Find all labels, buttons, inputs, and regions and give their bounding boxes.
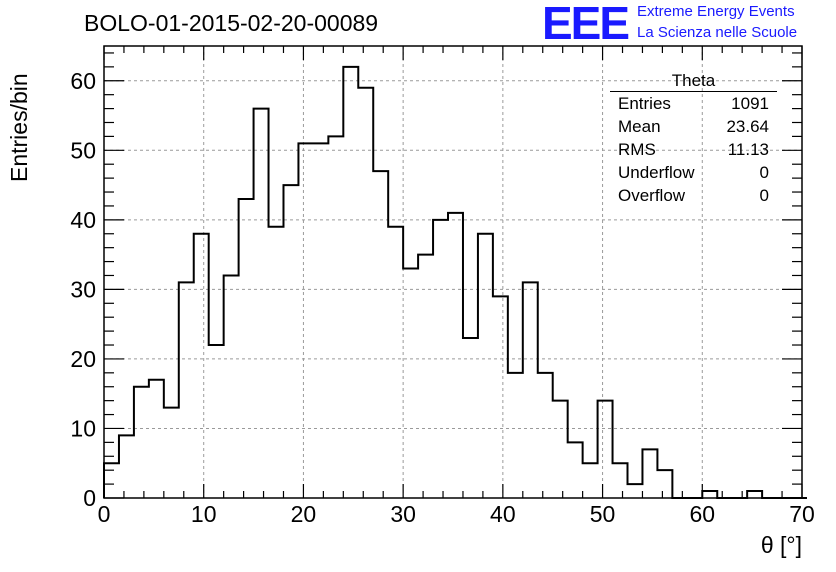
logo-caption-2: La Scienza nelle Scuole [637, 24, 798, 41]
y-tick-label: 60 [70, 68, 96, 94]
y-tick-label: 10 [70, 415, 96, 441]
plot-frame [103, 45, 803, 499]
stats-value: 23.64 [726, 117, 769, 136]
stats-value: 11.13 [727, 140, 769, 159]
stats-label: RMS [618, 140, 656, 159]
logo-caption-1: Extreme Energy Events [637, 3, 795, 20]
stats-row-rms: RMS 11.13 [610, 138, 777, 161]
stats-box: Theta Entries 1091 Mean 23.64 RMS 11.13 … [610, 71, 777, 207]
chart-title: BOLO-01-2015-02-20-00089 [84, 10, 379, 36]
x-tick-label: 20 [291, 501, 317, 527]
x-tick-label: 70 [789, 501, 815, 527]
y-tick-label: 0 [83, 485, 96, 511]
y-axis-label: Entries/bin [6, 73, 32, 182]
stats-row-underflow: Underflow 0 [610, 161, 777, 184]
stats-row-mean: Mean 23.64 [610, 115, 777, 138]
stats-value: 1091 [731, 94, 769, 113]
x-tick-label: 40 [490, 501, 516, 527]
y-tick-label: 20 [70, 346, 96, 372]
x-axis-label: θ [°] [760, 532, 802, 558]
x-tick-label: 10 [191, 501, 217, 527]
stats-label: Overflow [618, 186, 686, 205]
stats-value: 0 [759, 163, 769, 182]
eee-logo: EEE [542, 0, 630, 49]
axis-ticks [103, 46, 803, 499]
y-tick-label: 40 [70, 207, 96, 233]
stats-label: Entries [618, 94, 671, 113]
x-tick-label: 30 [390, 501, 416, 527]
y-tick-label: 30 [70, 276, 96, 302]
tick-labels: 0 10 20 30 40 50 60 70 0 10 20 30 40 50 60 [70, 68, 814, 527]
stats-label: Underflow [618, 163, 695, 182]
histogram-series [103, 65, 807, 499]
stats-value: 0 [759, 186, 769, 205]
stats-row-overflow: Overflow 0 [610, 184, 777, 207]
stats-title: Theta [610, 71, 777, 92]
x-tick-label: 60 [689, 501, 715, 527]
grid-lines [104, 46, 802, 498]
x-tick-label: 50 [590, 501, 616, 527]
stats-row-entries: Entries 1091 [610, 92, 777, 115]
y-tick-label: 50 [70, 137, 96, 163]
x-tick-label: 0 [98, 501, 111, 527]
stats-label: Mean [618, 117, 661, 136]
